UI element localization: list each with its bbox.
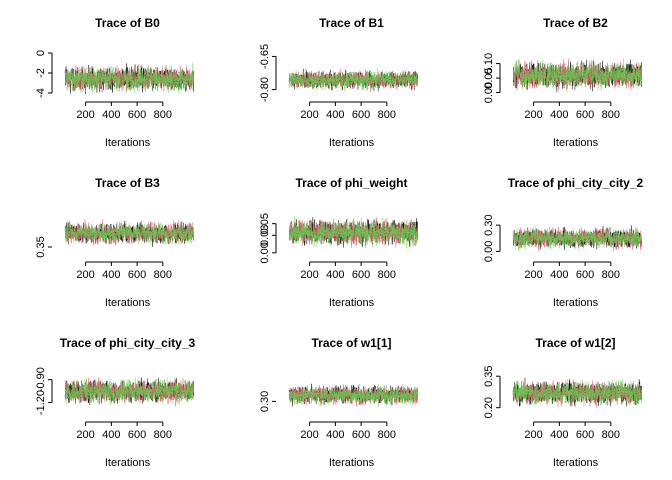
panel-title: Trace of phi_city_city_2 [508,176,644,190]
panel-title: Trace of B1 [319,16,384,30]
x-tick-label: 200 [524,429,542,441]
x-axis-label: Iterations [329,297,375,309]
x-tick-label: 200 [76,429,94,441]
trace-series-3 [64,62,195,95]
trace-series-3 [512,58,643,93]
x-tick-label: 600 [352,109,370,121]
y-tick-label: -0.65 [259,44,271,69]
panel-title: Trace of w1[1] [311,336,391,350]
x-tick-label: 200 [76,269,94,281]
trace-series-3 [64,377,195,406]
x-tick-label: 800 [154,269,172,281]
y-tick-label: 0.00 [483,241,495,262]
y-tick-label: -4 [35,88,47,98]
trace-series-3 [512,378,643,408]
trace-panel-2: Trace of B1 200 400 600 800 Iterations -0.80 -0… [259,16,419,149]
x-tick-label: 800 [154,109,172,121]
x-tick-label: 600 [576,109,594,121]
y-tick-label: -2 [35,68,47,78]
x-tick-label: 200 [76,109,94,121]
trace-series-2 [288,384,419,407]
trace-panel-6: Trace of phi_city_city_2 200 400 600 800 Iter… [483,176,644,309]
x-tick-label: 400 [326,269,344,281]
x-tick-label: 400 [102,109,120,121]
trace-series-3 [64,219,195,245]
x-tick-label: 600 [128,109,146,121]
x-tick-label: 200 [300,269,318,281]
y-tick-label: 0.05 [259,213,271,234]
x-tick-label: 400 [550,269,568,281]
y-tick-label: -0.90 [35,367,47,392]
x-axis-label: Iterations [329,137,375,149]
x-tick-label: 400 [102,269,120,281]
x-axis-label: Iterations [553,457,599,469]
x-tick-label: 200 [300,429,318,441]
x-tick-label: 600 [576,269,594,281]
panel-title: Trace of B0 [95,16,160,30]
x-tick-label: 200 [524,109,542,121]
trace-panel-3: Trace of B2 200 400 600 800 Iterations 0.000.0… [483,16,643,149]
x-axis-label: Iterations [553,137,599,149]
x-axis-label: Iterations [553,297,599,309]
trace-panel-7: Trace of phi_city_city_3 200 400 600 800 Iter… [35,336,196,469]
panel-title: Trace of phi_city_city_3 [60,336,196,350]
trace-series-3 [288,216,419,249]
trace-panel-9: Trace of w1[2] 200 400 600 800 Iterations 0.20… [483,336,643,469]
x-tick-label: 800 [602,109,620,121]
x-tick-label: 800 [602,269,620,281]
y-tick-label: 0 [35,50,47,56]
x-tick-label: 400 [102,429,120,441]
trace-panel-4: Trace of B3 200 400 600 800 Iterations 0.35 [35,176,195,309]
x-tick-label: 400 [550,429,568,441]
y-tick-label: 0.30 [259,391,271,412]
panel-title: Trace of B3 [95,176,160,190]
x-tick-label: 800 [602,429,620,441]
x-axis-label: Iterations [105,297,151,309]
y-tick-label: 0.00 [483,82,495,103]
x-axis-label: Iterations [105,457,151,469]
trace-panel-1: Trace of B0 200 400 600 800 Iterations -4 -2 0 [35,16,195,149]
panel-title: Trace of phi_weight [295,176,407,190]
x-tick-label: 800 [378,269,396,281]
x-tick-label: 800 [154,429,172,441]
y-tick-label: 0.03 [259,225,271,246]
panel-title: Trace of B2 [543,16,608,30]
trace-series-3 [512,226,643,252]
x-tick-label: 400 [550,109,568,121]
x-tick-label: 600 [352,269,370,281]
y-tick-label: 0.35 [483,365,495,386]
y-tick-label: -1.20 [35,390,47,415]
y-tick-label: 0.30 [483,214,495,235]
y-tick-label: 0.05 [483,67,495,88]
y-tick-label: 0.20 [483,397,495,418]
panel-title: Trace of w1[2] [535,336,615,350]
x-tick-label: 400 [326,109,344,121]
x-axis-label: Iterations [105,137,151,149]
x-tick-label: 200 [524,269,542,281]
trace-panel-8: Trace of w1[1] 200 400 600 800 Iterations 0.30 [259,336,419,469]
x-tick-label: 800 [378,429,396,441]
y-tick-label: 0.10 [483,53,495,74]
x-tick-label: 600 [352,429,370,441]
x-tick-label: 600 [128,429,146,441]
x-tick-label: 400 [326,429,344,441]
x-tick-label: 600 [128,269,146,281]
x-tick-label: 600 [576,429,594,441]
trace-panel-5: Trace of phi_weight 200 400 600 800 Iteration… [259,176,419,309]
trace-series-3 [288,68,419,91]
y-tick-label: -0.80 [259,77,271,102]
trace-series-3 [288,383,419,408]
x-tick-label: 800 [378,109,396,121]
y-tick-label: 0.00 [259,242,271,263]
x-axis-label: Iterations [329,457,375,469]
y-tick-label: 0.35 [35,236,47,257]
x-tick-label: 200 [300,109,318,121]
